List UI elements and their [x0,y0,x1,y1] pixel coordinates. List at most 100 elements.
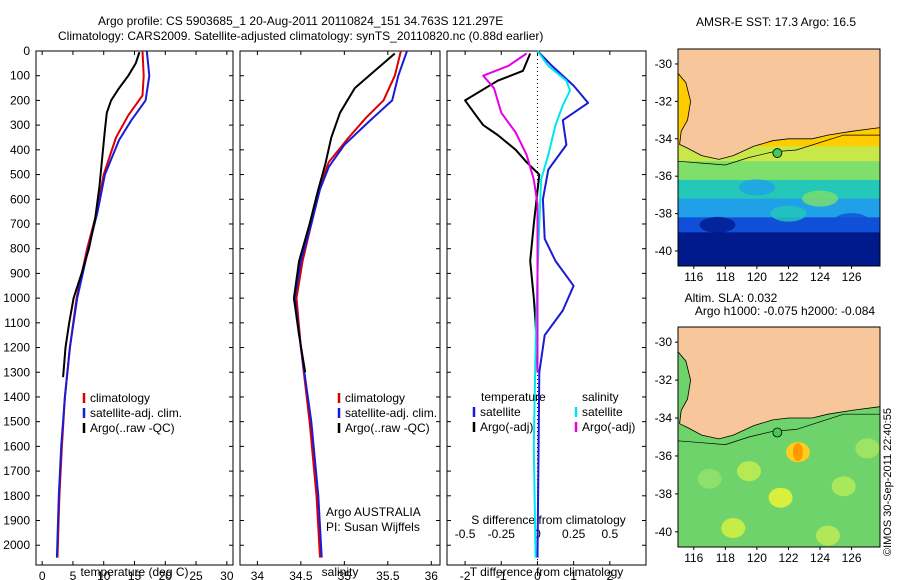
diff-legend-header-salinity: salinity [582,390,619,404]
depth-tick-label: 500 [10,168,30,182]
sst-blob [699,216,736,233]
map-field [678,327,880,547]
temperature-xtick-label: 5 [70,569,77,580]
map-lon-label: 116 [684,551,703,565]
map-title-line: Altim. SLA: 0.032 [685,291,778,305]
map-title-line: Argo h1000: -0.075 h2000: -0.084 [695,304,875,318]
depth-tick-label: 600 [10,192,30,206]
sst-band [678,179,880,200]
depth-tick-label: 2000 [3,538,30,552]
depth-tick-label: 0 [23,44,30,58]
map-lat-label: -34 [655,411,673,425]
sla-blob [855,438,880,459]
map-field [678,49,880,266]
map-lat-label: -36 [655,169,673,183]
map-lat-label: -32 [655,94,673,108]
depth-tick-label: 200 [10,93,30,107]
salinity-axes-frame [239,50,441,566]
diff-legend-header-temperature: temperature [481,390,546,404]
map-frame [677,48,881,267]
map-lon-label: 122 [778,270,798,284]
salinity-diff-tick-label: 0.5 [601,527,618,541]
platform-annotation: Argo AUSTRALIA [326,505,421,519]
argo-float-marker [772,427,783,438]
difference-series-t-argo-adj- [464,53,541,373]
temperature-axes-frame [35,50,234,566]
salinity-xtick-label: 35 [338,569,352,580]
salinity-series-argo-raw-qc- [292,52,396,373]
difference-xtick-label: 0 [534,569,541,580]
map-lon-label: 124 [810,551,830,565]
temperature-xtick-label: 30 [220,569,234,580]
salinity-diff-tick-label: 0.25 [562,527,586,541]
difference-series-s-satellite [532,50,571,558]
temperature-xtick-label: 15 [128,569,142,580]
map-lon-label: 122 [778,551,798,565]
salinity-legend-label: satellite-adj. clim. [345,406,437,420]
depth-tick-label: 1600 [3,439,30,453]
figure-title-line2: Climatology: CARS2009. Satellite-adjuste… [58,29,544,43]
map-lon-label: 118 [716,270,735,284]
sst-band [678,161,880,181]
difference-xtick-label: -2 [460,569,471,580]
map-panel-2 [675,326,881,550]
difference-xtick-label: 1 [570,569,577,580]
salinity-diff-tick-label: -0.25 [488,527,516,541]
depth-tick-label: 1900 [3,514,30,528]
map-lat-label: -32 [655,373,673,387]
sst-blob [802,190,839,207]
depth-tick-label: 300 [10,118,30,132]
map-lat-label: -40 [655,525,673,539]
sla-blob [768,487,793,508]
australia-coastline [678,49,880,160]
depth-tick-label: 1200 [3,341,30,355]
difference-xtick-label: 2 [606,569,613,580]
temperature-xlabel: temperature (deg C) [80,565,188,579]
depth-tick-label: 1700 [3,464,30,478]
map-panel-1 [675,48,881,269]
australia-coastline [678,327,880,440]
map-lon-label: 118 [716,551,735,565]
sla-peak [792,443,803,462]
map-lon-label: 120 [747,551,767,565]
salinity-xlabel: salinity [322,565,359,579]
sla-blob [815,525,840,546]
map-lat-label: -40 [655,244,673,258]
depth-tick-label: 1500 [3,415,30,429]
depth-tick-label: 700 [10,217,30,231]
diff-legend-label: satellite [582,405,623,419]
diff-legend-label: satellite [480,405,521,419]
salinity-legend-label: climatology [345,391,405,405]
difference-xlabel: T difference from climatology [470,565,624,579]
watermark: ©IMOS 30-Sep-2011 22:40:55 [882,408,894,556]
diff-legend-label: Argo(-adj) [480,420,533,434]
map-lon-label: 120 [747,270,767,284]
map-lat-label: -38 [655,487,673,501]
depth-tick-label: 1100 [4,316,30,330]
sst-blob [833,213,870,230]
depth-tick-label: 1800 [3,489,30,503]
difference-axes-frame [446,50,647,566]
map-lon-label: 126 [842,551,862,565]
map-frame [677,326,881,548]
map-lon-label: 116 [684,270,703,284]
sst-blob [738,179,775,196]
salinity-series-satellite-adj-clim- [293,50,408,558]
map-lon-label: 124 [810,270,830,284]
sst-band [678,232,880,266]
temperature-xtick-label: 20 [159,569,173,580]
salinity-xtick-label: 36 [425,569,439,580]
temperature-legend-label: Argo(..raw -QC) [90,421,175,435]
depth-tick-label: 400 [10,143,30,157]
map-lat-label: -34 [655,132,673,146]
figure-title-line1: Argo profile: CS 5903685_1 20-Aug-2011 2… [98,14,504,28]
diff-legend-label: Argo(-adj) [582,420,635,434]
difference-series-t-satellite [536,50,590,558]
salinity-diff-tick-label: -0.5 [455,527,476,541]
map-lat-label: -30 [655,335,673,349]
sla-blob [831,476,856,497]
argo-float-marker [772,148,783,158]
temperature-legend-label: satellite-adj. clim. [90,406,182,420]
depth-tick-label: 1300 [3,365,30,379]
